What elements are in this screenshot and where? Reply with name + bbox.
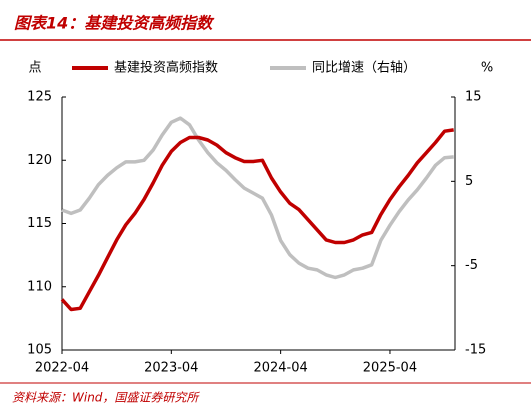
y2-tick-label: -5 [465,258,478,273]
y2-axis-label: % [481,61,493,76]
line-series [61,116,454,280]
y2-tick-label: -15 [465,343,486,358]
y-tick-label: 110 [27,279,52,294]
legend-label: 基建投资高频指数 [114,60,218,76]
x-tick-label: 2023-04 [144,361,198,376]
y-tick-label: 105 [27,343,52,358]
y-tick-label: 120 [27,153,52,168]
chart-title: 图表14：基建投资高频指数 [14,14,215,33]
y-tick-label: 115 [27,216,52,231]
source: 资料来源：Wind，国盛证券研究所 [12,391,200,405]
x-tick-label: 2022-04 [35,361,89,376]
x-tick-label: 2024-04 [253,361,307,376]
y2-tick-label: 15 [465,90,482,105]
y2-tick-label: 5 [465,174,473,189]
x-tick-label: 2025-04 [363,361,417,376]
y-tick-label: 125 [27,90,52,105]
legend-label: 同比增速（右轴） [312,61,416,76]
line-series [60,128,454,312]
y-axis-label: 点 [28,61,41,76]
